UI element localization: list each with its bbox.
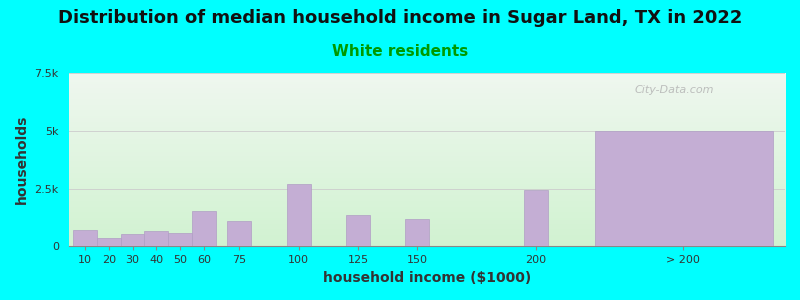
Bar: [286, 184, 310, 246]
Bar: [74, 230, 97, 246]
Bar: [524, 190, 548, 246]
Text: City-Data.com: City-Data.com: [634, 85, 714, 95]
Y-axis label: households: households: [15, 115, 29, 204]
Bar: [595, 131, 773, 246]
X-axis label: household income ($1000): household income ($1000): [322, 271, 531, 285]
Bar: [406, 219, 429, 246]
Bar: [97, 238, 121, 246]
Bar: [168, 233, 192, 246]
Bar: [227, 221, 251, 246]
Bar: [145, 231, 168, 246]
Bar: [192, 211, 216, 246]
Bar: [346, 215, 370, 246]
Bar: [121, 234, 145, 246]
Text: Distribution of median household income in Sugar Land, TX in 2022: Distribution of median household income …: [58, 9, 742, 27]
Text: White residents: White residents: [332, 44, 468, 59]
